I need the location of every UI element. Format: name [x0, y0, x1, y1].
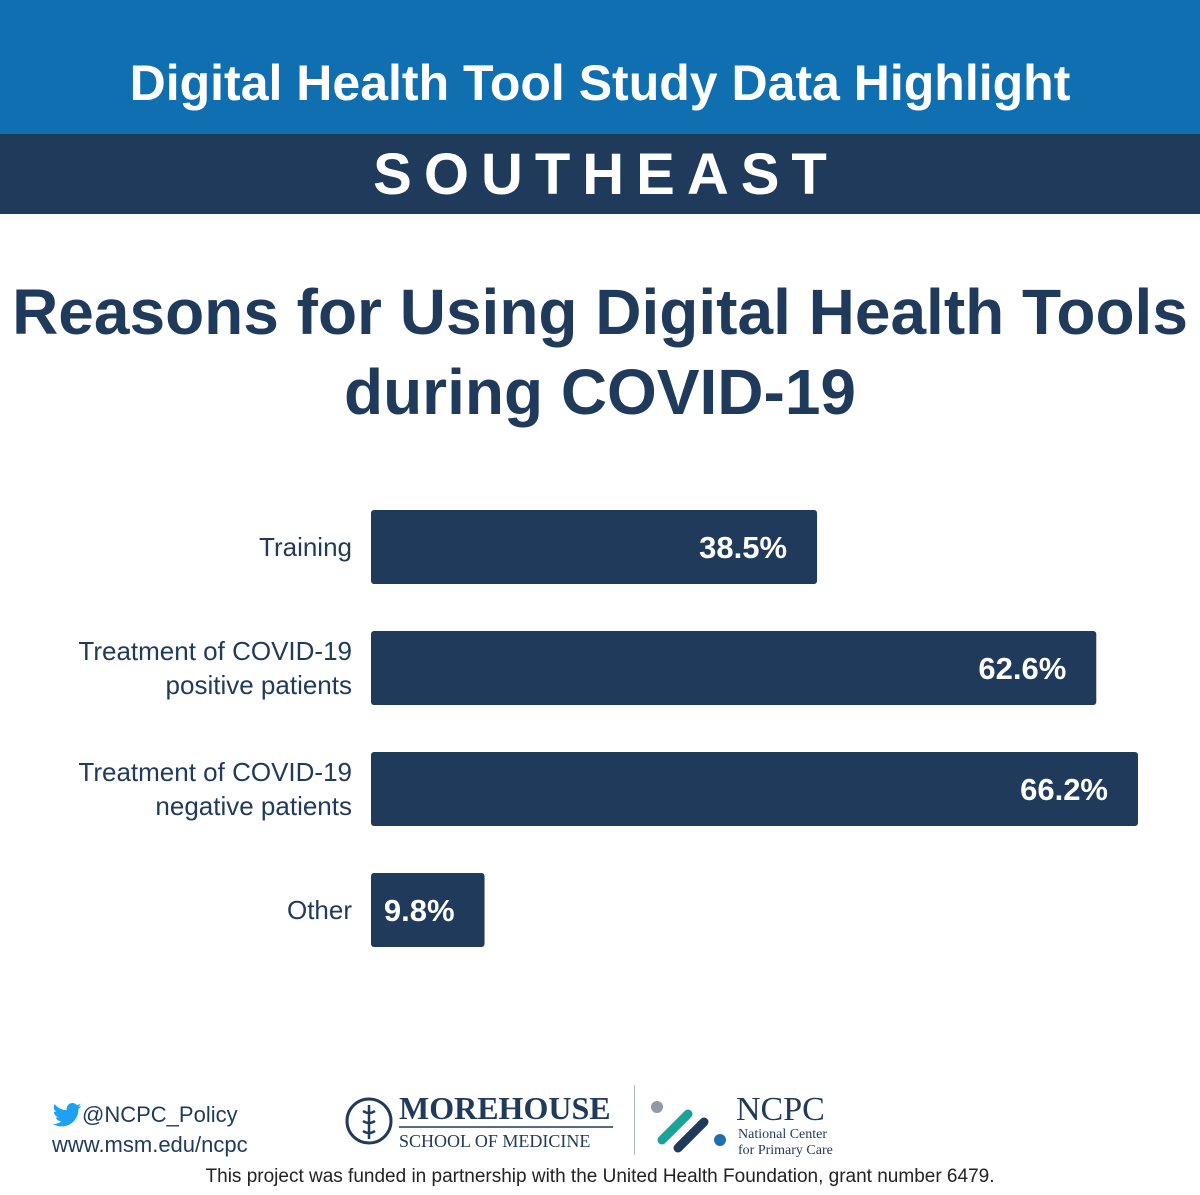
- website-link[interactable]: www.msm.edu/ncpc: [52, 1132, 248, 1157]
- header-banner: Digital Health Tool Study Data Highlight: [0, 0, 1200, 134]
- ncpc-chain-icon: [651, 1101, 726, 1153]
- bar-value-label: 66.2%: [1020, 772, 1108, 807]
- bar-value-label: 9.8%: [384, 893, 455, 928]
- category-label: Treatment of COVID-19: [78, 636, 352, 666]
- bar-value-label: 38.5%: [699, 530, 787, 565]
- ncpc-sub1: National Center: [738, 1127, 827, 1142]
- funding-note: This project was funded in partnership w…: [205, 1166, 995, 1187]
- logo-divider: [634, 1085, 635, 1155]
- category-label: positive patients: [166, 670, 352, 700]
- category-label: negative patients: [155, 791, 352, 821]
- morehouse-name: MOREHOUSE: [399, 1090, 611, 1126]
- region-label: SOUTHEAST: [373, 141, 839, 207]
- morehouse-sub: SCHOOL OF MEDICINE: [399, 1131, 590, 1151]
- bar-2: [371, 752, 1138, 826]
- ncpc-sub2: for Primary Care: [738, 1143, 833, 1158]
- bar-3: [371, 873, 485, 947]
- bar-1: [371, 631, 1097, 705]
- region-banner: SOUTHEAST: [0, 134, 1200, 214]
- morehouse-seal-icon: [345, 1097, 393, 1145]
- bar-chart: 38.5% Training 62.6% Treatment of COVID-19 p…: [78, 510, 1138, 947]
- chart-title: Reasons for Using Digital Health Tools d…: [12, 276, 1188, 428]
- category-label: Training: [259, 532, 352, 562]
- ncpc-name: NCPC: [736, 1091, 825, 1128]
- bar-0: [371, 510, 818, 584]
- header-title: Digital Health Tool Study Data Highlight: [129, 55, 1071, 111]
- category-label: Other: [287, 895, 352, 925]
- bar-value-label: 62.6%: [978, 651, 1066, 686]
- ncpc-logo: NCPC National Center for Primary Care: [651, 1091, 833, 1158]
- twitter-icon: [52, 1103, 82, 1127]
- morehouse-logo: MOREHOUSE SCHOOL OF MEDICINE: [345, 1090, 613, 1151]
- social-links: @NCPC_Policy www.msm.edu/ncpc: [52, 1100, 248, 1160]
- category-label: Treatment of COVID-19: [78, 757, 352, 787]
- twitter-handle[interactable]: @NCPC_Policy: [82, 1102, 238, 1127]
